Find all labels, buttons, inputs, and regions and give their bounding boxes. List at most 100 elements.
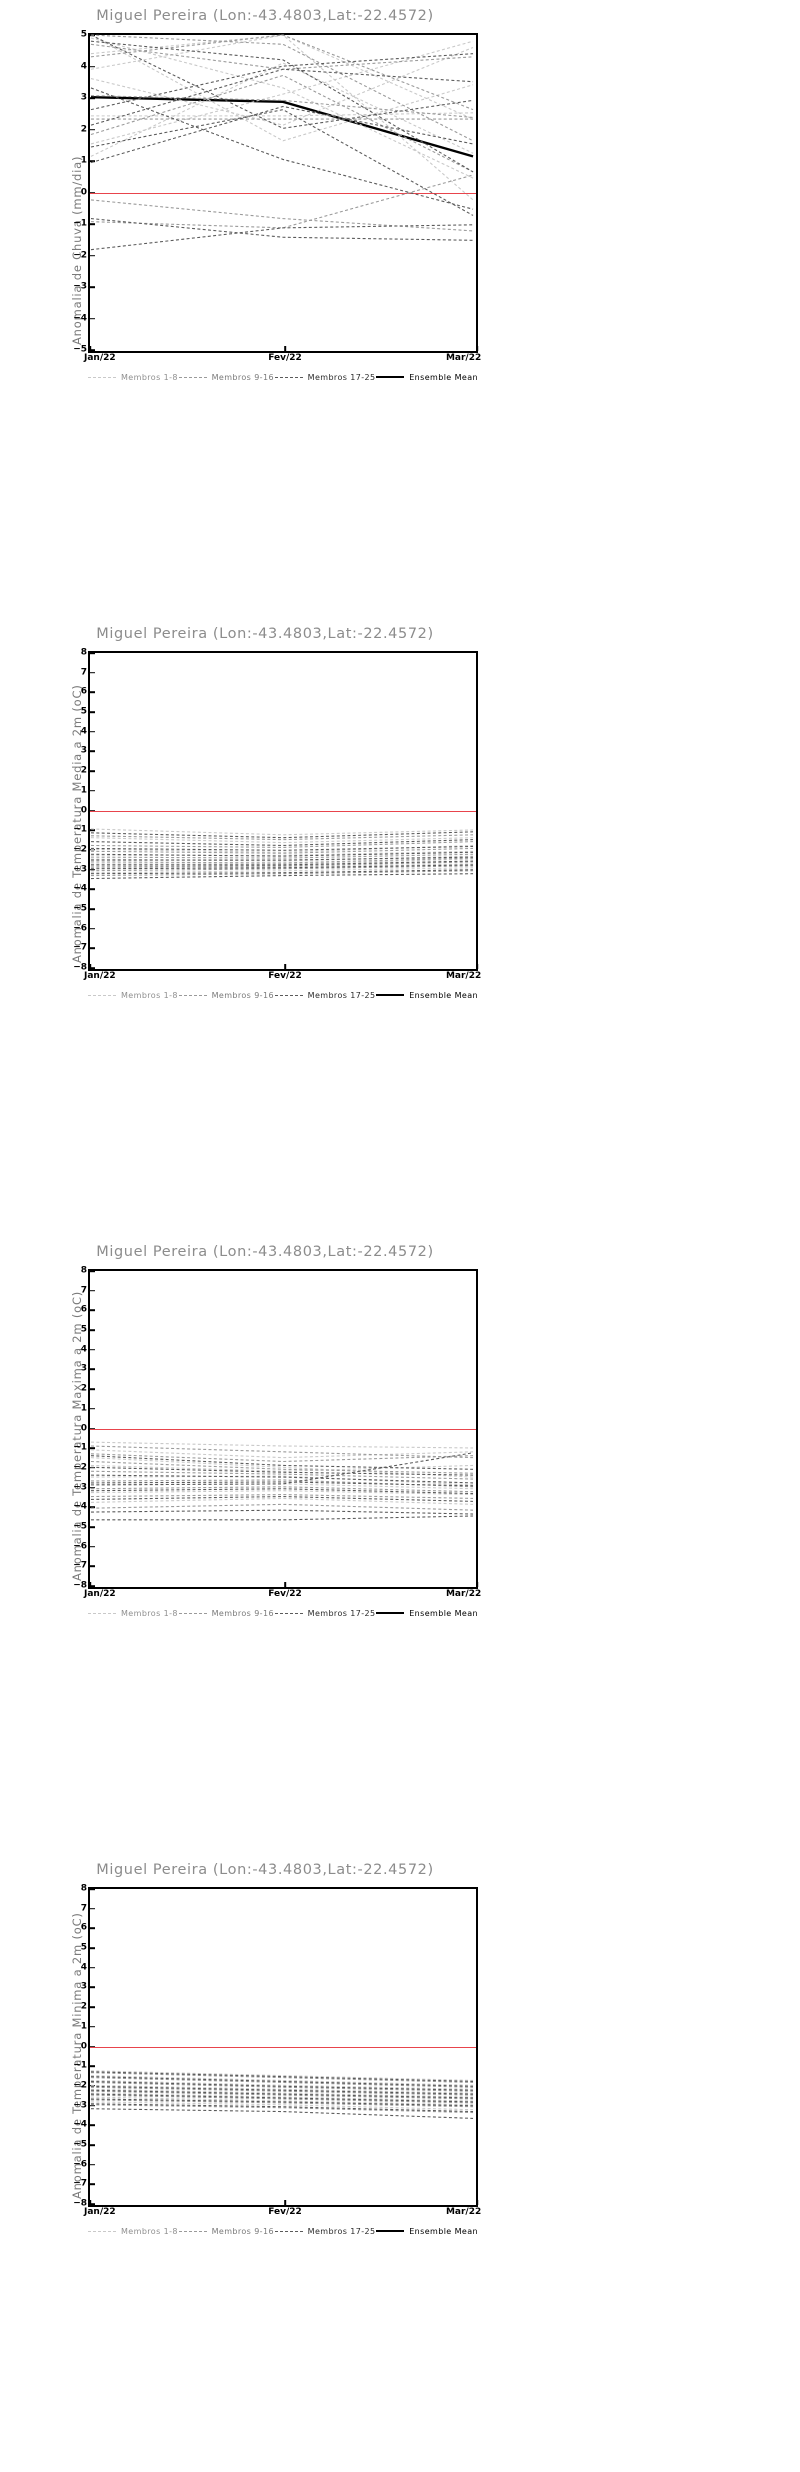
y-tick-label: 4 <box>80 61 87 71</box>
legend-label: Membros 9-16 <box>211 1608 274 1618</box>
y-tick-label: −6 <box>73 923 87 934</box>
member-line <box>90 34 474 129</box>
member-line <box>90 2075 474 2086</box>
y-tick-mark <box>90 868 95 871</box>
legend-item-1: Membros 1-8 <box>88 373 178 382</box>
x-tick-label: Fev/22 <box>268 971 302 981</box>
x-tick-mark <box>89 964 91 969</box>
member-line <box>90 2070 474 2082</box>
y-tick-label: 4 <box>80 1344 87 1355</box>
y-tick-label: 3 <box>80 745 87 756</box>
legend-line-swatch <box>376 2230 405 2232</box>
member-line <box>90 2104 474 2114</box>
y-tick-mark <box>90 317 95 320</box>
member-line <box>90 2090 474 2100</box>
member-line <box>90 2096 474 2106</box>
legend-line-swatch <box>376 376 405 378</box>
y-tick-label: 7 <box>80 1903 87 1914</box>
y-tick-mark <box>90 1907 95 1910</box>
y-tick-label: 2 <box>80 1383 87 1394</box>
y-tick-mark <box>90 1329 95 1331</box>
member-line <box>90 2103 474 2113</box>
y-tick-mark <box>90 223 95 225</box>
chart-panel-3: Miguel Pereira (Lon:-43.4803,Lat:-22.457… <box>0 1236 530 1854</box>
member-line <box>90 2089 474 2099</box>
legend-label: Membros 9-16 <box>211 990 274 1000</box>
y-tick-label: −5 <box>73 1521 87 1532</box>
member-line <box>90 870 474 877</box>
member-line <box>90 850 474 856</box>
legend-line-swatch <box>274 376 303 378</box>
y-tick-label: 8 <box>80 647 87 658</box>
member-line <box>90 834 474 841</box>
y-tick-label: −1 <box>73 824 87 835</box>
legend-line-swatch <box>274 2230 303 2232</box>
chart-legend: Membros 1-8 Membros 9-16 Membros 17-25 Ense… <box>88 369 478 385</box>
legend-label: Ensemble Mean <box>409 1608 478 1618</box>
plot-area: −8 −7 −6 −5 −4 −3 −2 −1 0 1 2 3 4 5 6 7 8 Jan/22 Fev/22 Mar… <box>73 1884 481 2217</box>
y-tick-label: 5 <box>80 706 87 717</box>
member-line <box>90 68 474 126</box>
member-line <box>90 34 474 201</box>
panel-title: Miguel Pereira (Lon:-43.4803,Lat:-22.457… <box>96 8 434 24</box>
member-line <box>90 844 474 853</box>
y-tick-mark <box>90 1368 95 1371</box>
y-tick-label: 5 <box>80 29 87 40</box>
legend-label: Ensemble Mean <box>409 2226 478 2236</box>
x-tick-mark <box>89 1582 91 1587</box>
member-line <box>90 1497 474 1505</box>
y-tick-mark <box>90 1966 95 1969</box>
member-line <box>90 837 474 844</box>
member-line <box>90 873 474 880</box>
member-line <box>90 2086 474 2096</box>
legend-item-2: Membros 9-16 <box>178 990 274 1000</box>
member-line <box>90 109 474 216</box>
member-line <box>90 105 474 164</box>
member-line <box>90 34 474 142</box>
legend-item-2: Membros 9-16 <box>178 1608 274 1618</box>
member-line <box>90 860 474 866</box>
y-tick-label: −7 <box>73 2178 87 2189</box>
member-line <box>90 1503 474 1511</box>
member-line <box>90 1449 474 1459</box>
member-line <box>90 841 474 848</box>
chart-legend: Membros 1-8 Membros 9-16 Membros 17-25 Ense… <box>88 987 478 1003</box>
member-line <box>90 40 474 173</box>
y-tick-label: 1 <box>80 1403 87 1414</box>
ensemble-curves <box>90 34 474 251</box>
y-tick-label: 5 <box>80 1324 87 1335</box>
y-tick-label: 3 <box>80 1981 87 1992</box>
member-line <box>90 828 474 836</box>
x-tick-label: Fev/22 <box>268 2207 302 2217</box>
member-line <box>90 2077 474 2088</box>
member-line <box>90 37 474 179</box>
member-line <box>90 112 474 117</box>
y-tick-mark <box>90 1888 95 1890</box>
zero-reference-line <box>90 810 476 813</box>
x-tick-mark <box>476 1582 478 1587</box>
legend-label: Membros 1-8 <box>121 2226 178 2236</box>
y-tick-mark <box>90 1309 95 1312</box>
x-tick-mark <box>476 346 478 351</box>
y-tick-mark <box>90 1506 95 1509</box>
y-tick-mark <box>90 671 95 674</box>
member-line <box>90 2080 474 2091</box>
member-line <box>90 1464 474 1472</box>
y-tick-label: 3 <box>80 1363 87 1374</box>
member-line <box>90 1494 474 1499</box>
member-line <box>90 1466 474 1476</box>
panel-title: Miguel Pereira (Lon:-43.4803,Lat:-22.457… <box>96 626 434 642</box>
y-tick-mark <box>90 128 95 131</box>
legend-item-1: Membros 1-8 <box>88 991 178 1000</box>
y-tick-mark <box>90 1526 95 1528</box>
legend-line-swatch <box>274 1612 303 1614</box>
member-line <box>90 2101 474 2111</box>
member-line <box>90 1515 474 1521</box>
x-tick-mark <box>284 2200 286 2205</box>
y-tick-mark <box>90 1545 95 1548</box>
y-tick-label: −1 <box>73 218 87 229</box>
legend-item-3: Membros 17-25 <box>274 2227 376 2236</box>
member-line <box>90 1452 474 1486</box>
y-tick-mark <box>90 1289 95 1292</box>
member-line <box>90 1496 474 1502</box>
